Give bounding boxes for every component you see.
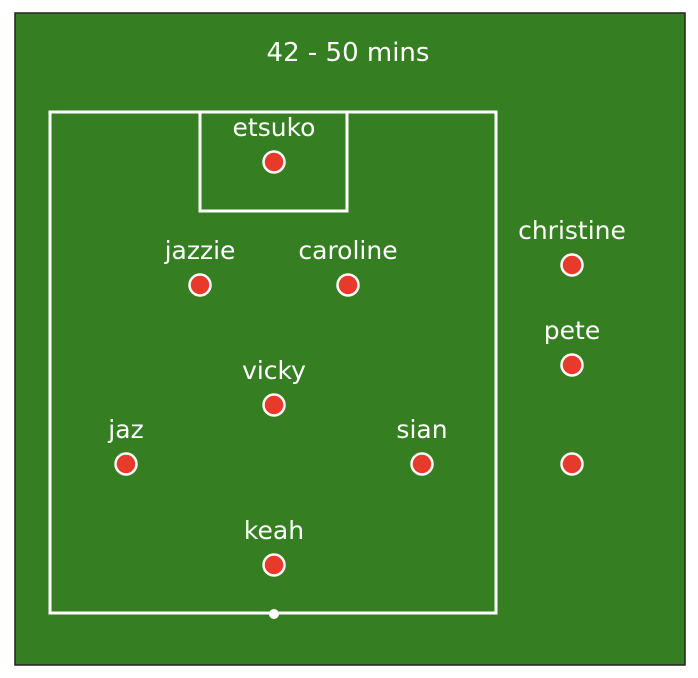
player-label: caroline bbox=[298, 236, 397, 265]
player-label: sian bbox=[396, 415, 447, 444]
player-label: vicky bbox=[242, 356, 306, 385]
player-marker bbox=[114, 452, 138, 476]
players-layer: etsuko jazzie caroline vicky jaz sian keah chri… bbox=[107, 113, 626, 577]
player-label: keah bbox=[244, 516, 304, 545]
player-vicky: vicky bbox=[242, 356, 306, 417]
player-marker bbox=[410, 452, 434, 476]
player-caroline: caroline bbox=[298, 236, 398, 297]
player-etsuko: etsuko bbox=[233, 113, 316, 174]
player-keah: keah bbox=[244, 516, 304, 577]
player-marker bbox=[262, 393, 286, 417]
player-marker bbox=[262, 553, 286, 577]
player-marker bbox=[262, 150, 286, 174]
center-spot bbox=[269, 609, 279, 619]
player-jaz: jaz bbox=[107, 415, 144, 476]
player-label: jazzie bbox=[164, 236, 236, 265]
diagram-title: 42 - 50 mins bbox=[267, 38, 430, 68]
player-marker bbox=[336, 273, 360, 297]
goal-area bbox=[198, 112, 349, 213]
player-marker bbox=[560, 452, 584, 476]
player-marker bbox=[560, 353, 584, 377]
pitch-background bbox=[14, 12, 686, 666]
player-marker bbox=[188, 273, 212, 297]
player-bench-3 bbox=[560, 452, 584, 476]
player-label: christine bbox=[518, 216, 626, 245]
player-jazzie: jazzie bbox=[164, 236, 236, 297]
player-label: etsuko bbox=[233, 113, 316, 142]
player-sian: sian bbox=[396, 415, 448, 476]
player-label: jaz bbox=[107, 415, 143, 444]
player-pete: pete bbox=[544, 316, 600, 377]
player-label: pete bbox=[544, 316, 600, 345]
player-marker bbox=[560, 253, 584, 277]
player-christine: christine bbox=[518, 216, 626, 277]
